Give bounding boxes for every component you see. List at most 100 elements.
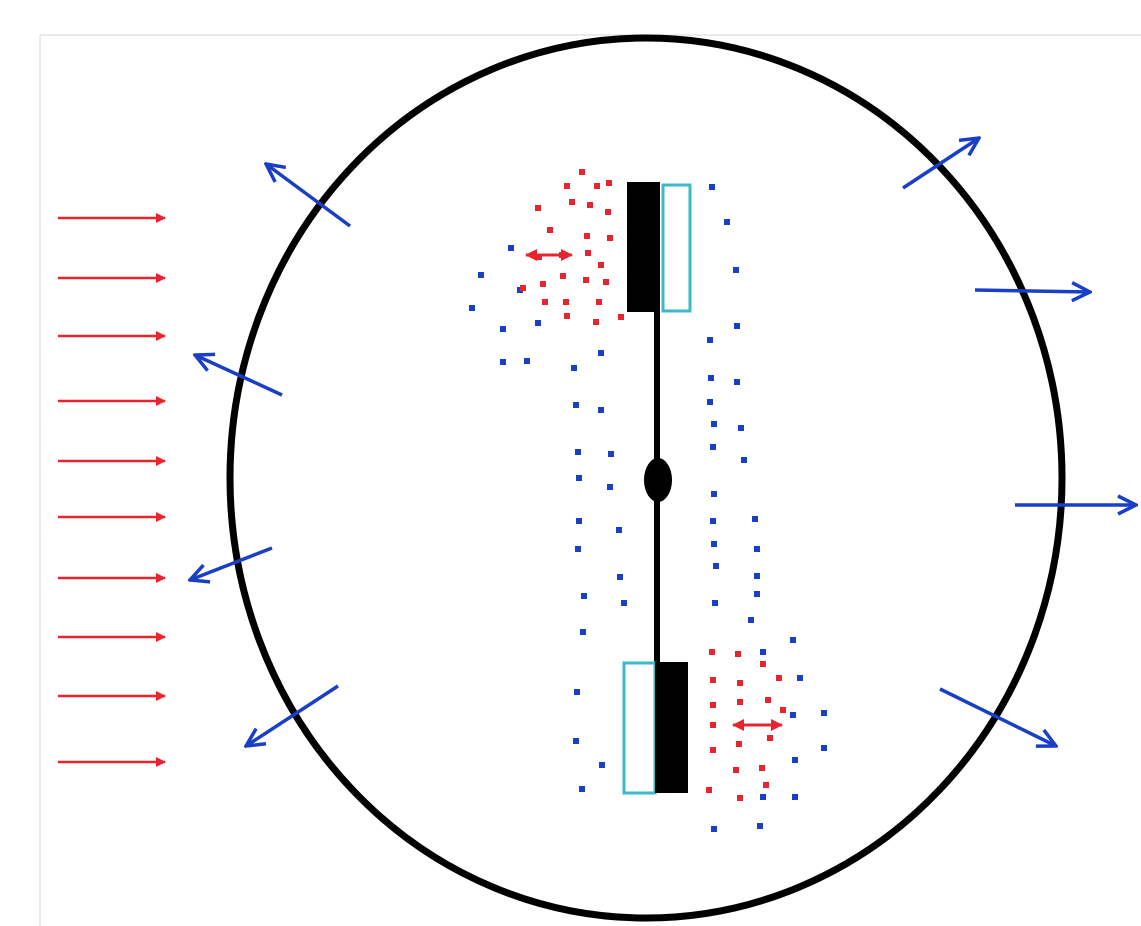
air-particle bbox=[760, 649, 766, 655]
air-particle bbox=[621, 600, 627, 606]
compressed-particle bbox=[733, 767, 739, 773]
air-particle bbox=[707, 337, 713, 343]
air-particle bbox=[760, 794, 766, 800]
blade-top-outline bbox=[663, 185, 690, 311]
compressed-particle bbox=[536, 254, 542, 260]
air-particle bbox=[821, 745, 827, 751]
air-particle bbox=[711, 491, 717, 497]
compressed-particle bbox=[598, 262, 604, 268]
air-particle bbox=[754, 591, 760, 597]
air-particle bbox=[608, 451, 614, 457]
air-particle bbox=[712, 600, 718, 606]
compressed-particle bbox=[593, 319, 599, 325]
air-particle bbox=[792, 757, 798, 763]
air-particle bbox=[748, 617, 754, 623]
compressed-particle bbox=[763, 782, 769, 788]
page: (() => { const data = JSON.parse(documen… bbox=[0, 0, 1141, 926]
compressed-particle bbox=[520, 285, 526, 291]
air-particle bbox=[576, 518, 582, 524]
air-particle bbox=[575, 546, 581, 552]
outflow-arrow bbox=[190, 548, 272, 580]
compressed-particle bbox=[710, 702, 716, 708]
compressed-particle bbox=[535, 205, 541, 211]
air-particle bbox=[709, 184, 715, 190]
compressed-particle bbox=[542, 299, 548, 305]
air-particle bbox=[757, 823, 763, 829]
air-particle bbox=[734, 379, 740, 385]
outflow-arrow bbox=[246, 686, 338, 746]
air-particle bbox=[617, 574, 623, 580]
air-particle bbox=[579, 786, 585, 792]
air-particle bbox=[598, 407, 604, 413]
air-particle bbox=[754, 573, 760, 579]
blade-bottom bbox=[655, 662, 688, 793]
air-particle bbox=[741, 457, 747, 463]
air-particle bbox=[576, 475, 582, 481]
air-particle bbox=[797, 675, 803, 681]
compressed-particle bbox=[710, 677, 716, 683]
compressed-particle bbox=[585, 250, 591, 256]
air-particle bbox=[575, 449, 581, 455]
air-particle bbox=[573, 402, 579, 408]
outflow-arrow bbox=[975, 290, 1090, 292]
compressed-particle bbox=[564, 313, 570, 319]
air-particle bbox=[792, 794, 798, 800]
compressed-particle bbox=[547, 227, 553, 233]
air-particle bbox=[707, 399, 713, 405]
air-particle bbox=[607, 484, 613, 490]
air-particle bbox=[710, 518, 716, 524]
compressed-particle bbox=[767, 735, 773, 741]
compressed-particle bbox=[605, 209, 611, 215]
air-particle bbox=[752, 516, 758, 522]
compressed-particle bbox=[559, 252, 565, 258]
air-particle bbox=[711, 421, 717, 427]
compressed-particle bbox=[737, 680, 743, 686]
air-particle bbox=[711, 826, 717, 832]
compressed-particle bbox=[564, 183, 570, 189]
compressed-particle bbox=[780, 707, 786, 713]
air-particle bbox=[581, 593, 587, 599]
compressed-particle bbox=[710, 722, 716, 728]
air-particle bbox=[616, 527, 622, 533]
compressed-particle bbox=[760, 661, 766, 667]
inflow-arrows bbox=[58, 218, 165, 762]
compressed-particle bbox=[776, 675, 782, 681]
air-particle bbox=[478, 272, 484, 278]
compressed-particle bbox=[579, 169, 585, 175]
air-particle bbox=[580, 629, 586, 635]
diagram bbox=[0, 0, 1141, 926]
air-particle bbox=[738, 425, 744, 431]
compressed-particle bbox=[583, 277, 589, 283]
compressed-particle bbox=[735, 651, 741, 657]
air-particle bbox=[790, 637, 796, 643]
air-particle bbox=[821, 710, 827, 716]
air-particle bbox=[500, 326, 506, 332]
air-particle bbox=[599, 762, 605, 768]
air-particle bbox=[500, 359, 506, 365]
air-particle bbox=[574, 689, 580, 695]
air-particle bbox=[524, 358, 530, 364]
compressed-particle bbox=[594, 183, 600, 189]
compressed-particle bbox=[618, 314, 624, 320]
compressed-particle bbox=[603, 279, 609, 285]
compressed-particle bbox=[736, 741, 742, 747]
air-particle bbox=[573, 738, 579, 744]
compressed-particle bbox=[737, 795, 743, 801]
blade-top bbox=[627, 182, 660, 312]
compressed-particle bbox=[587, 202, 593, 208]
compressed-particle bbox=[596, 299, 602, 305]
rotor-hub bbox=[644, 458, 672, 502]
compressed-particle bbox=[540, 281, 546, 287]
compressed-particle bbox=[563, 299, 569, 305]
compressed-particle bbox=[706, 787, 712, 793]
compressed-particle bbox=[765, 697, 771, 703]
compressed-particle bbox=[710, 747, 716, 753]
compressed-particle bbox=[606, 180, 612, 186]
compressed-particle bbox=[584, 233, 590, 239]
air-particle bbox=[734, 323, 740, 329]
air-particle bbox=[790, 712, 796, 718]
compressed-particle bbox=[569, 199, 575, 205]
air-particle bbox=[571, 365, 577, 371]
air-particle bbox=[535, 320, 541, 326]
air-particle bbox=[724, 219, 730, 225]
